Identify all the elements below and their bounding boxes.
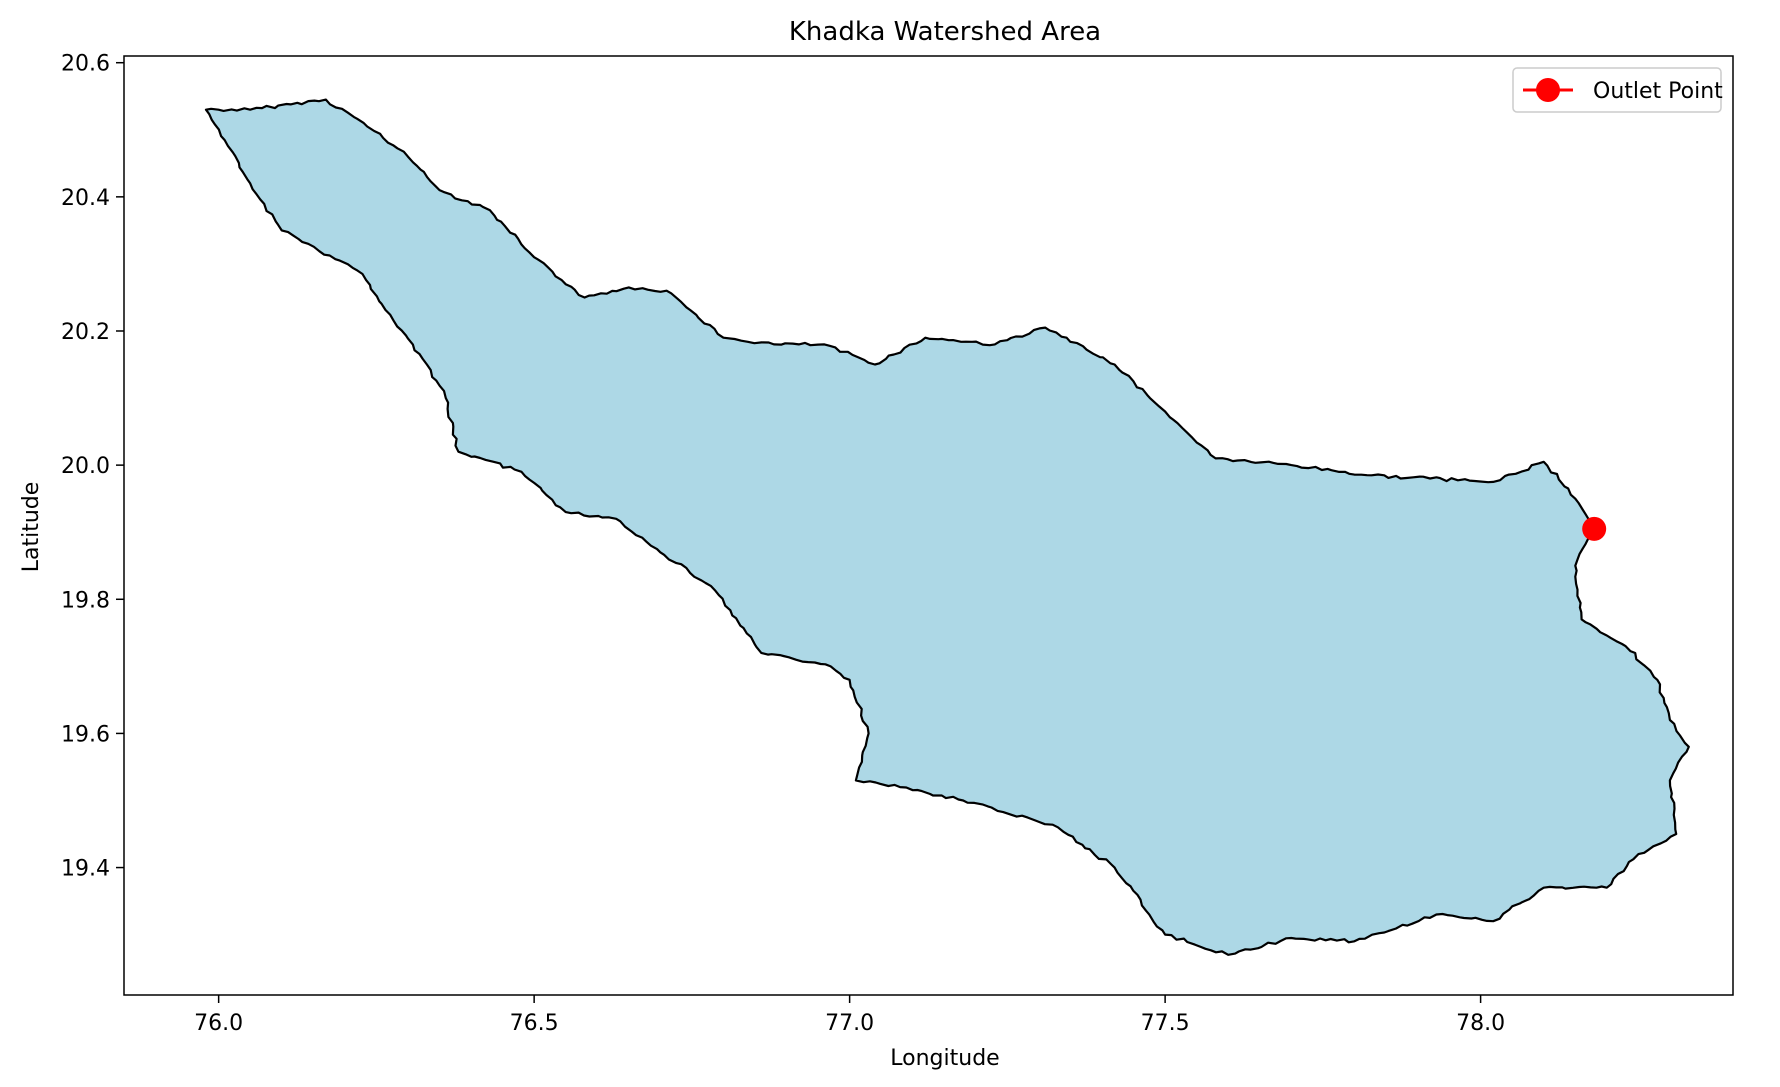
x-tick-label: 77.5 [1141, 1011, 1190, 1036]
x-axis-title: Longitude [890, 1046, 999, 1071]
y-tick-label: 19.6 [61, 722, 110, 747]
plot-frame [123, 55, 1734, 996]
y-axis-title: Latitude [19, 482, 44, 573]
x-tick-label: 76.0 [194, 1011, 243, 1036]
chart-title: Khadka Watershed Area [789, 17, 1101, 47]
legend-marker-icon [1536, 78, 1560, 102]
x-tick-label: 77.0 [825, 1011, 874, 1036]
y-axis-ticks: 19.4 19.6 19.8 20.0 20.2 20.4 20.6 [61, 52, 124, 882]
x-tick-label: 76.5 [510, 1011, 559, 1036]
legend-label: Outlet Point [1593, 79, 1723, 104]
y-tick-label: 20.2 [61, 320, 110, 345]
y-tick-label: 19.4 [61, 857, 110, 882]
legend: Outlet Point [1512, 67, 1723, 113]
plot-area [204, 98, 1690, 956]
x-axis-ticks: 76.0 76.5 77.0 77.5 78.0 [194, 995, 1505, 1036]
y-tick-label: 19.8 [61, 588, 110, 613]
y-tick-label: 20.6 [61, 52, 110, 77]
x-tick-label: 78.0 [1456, 1011, 1505, 1036]
watershed-polygon [204, 98, 1690, 956]
y-tick-label: 20.0 [61, 454, 110, 479]
y-tick-label: 20.4 [61, 186, 110, 211]
legend-box [1512, 67, 1722, 113]
outlet-point-marker [1582, 516, 1607, 541]
